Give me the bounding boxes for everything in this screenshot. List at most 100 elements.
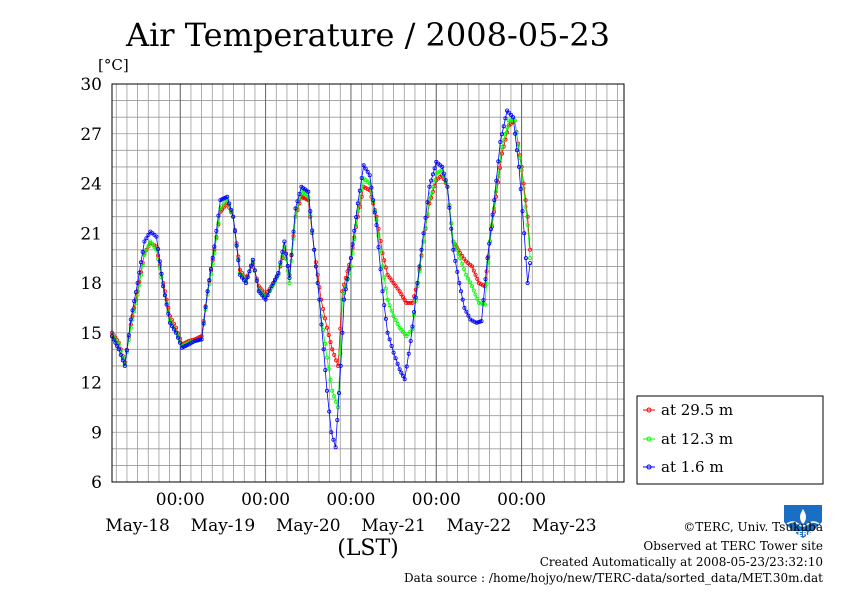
x-axis-ticks: 00:00 00:00 00:00 00:00 00:00 May-18 May-19 May…: [105, 490, 596, 536]
data-point-at-1-6-m: [124, 348, 129, 353]
data-point-at-1-6-m: [225, 194, 230, 199]
legend-label-29-5m: at 29.5 m: [661, 401, 733, 419]
data-point-at-1-6-m: [265, 293, 270, 298]
data-point-at-1-6-m: [415, 280, 420, 285]
data-point-at-29-5-m: [321, 306, 326, 311]
data-point-at-1-6-m: [472, 319, 477, 324]
data-point-at-1-6-m: [237, 272, 242, 277]
chart-title: Air Temperature / 2008-05-23: [125, 16, 610, 54]
x-tick-label: 00:00: [497, 490, 546, 510]
data-point-at-1-6-m: [116, 347, 121, 352]
data-point-at-1-6-m: [207, 278, 212, 283]
data-point-at-29-5-m: [475, 276, 480, 281]
data-point-at-1-6-m: [487, 241, 492, 246]
data-point-at-1-6-m: [289, 252, 294, 257]
data-point-at-1-6-m: [412, 309, 417, 314]
data-point-at-12-3-m: [385, 297, 390, 302]
data-point-at-29-5-m: [334, 358, 339, 363]
data-point-at-12-3-m: [328, 377, 333, 382]
data-point-at-1-6-m: [335, 418, 340, 423]
data-point-at-12-3-m: [284, 256, 289, 261]
data-point-at-12-3-m: [324, 355, 329, 360]
data-point-at-1-6-m: [490, 212, 495, 217]
y-tick-label: 9: [91, 423, 102, 443]
data-point-at-12-3-m: [216, 221, 221, 226]
data-point-at-1-6-m: [498, 139, 503, 144]
data-point-at-1-6-m: [291, 229, 296, 234]
data-point-at-1-6-m: [140, 249, 145, 254]
legend-label-1-6m: at 1.6 m: [661, 458, 724, 476]
data-point-at-12-3-m: [468, 280, 473, 285]
data-point-at-1-6-m: [132, 299, 137, 304]
data-point-at-1-6-m: [363, 166, 368, 171]
data-point-at-1-6-m: [352, 228, 357, 233]
data-point-at-1-6-m: [144, 236, 149, 241]
data-point-at-29-5-m: [408, 300, 413, 305]
data-point-at-12-3-m: [404, 334, 409, 339]
data-point-at-12-3-m: [374, 217, 379, 222]
data-point-at-1-6-m: [287, 275, 292, 280]
data-point-at-1-6-m: [391, 350, 396, 355]
data-point-at-12-3-m: [120, 355, 125, 360]
data-point-at-1-6-m: [128, 317, 133, 322]
x-axis-label: (LST): [337, 536, 399, 561]
data-point-at-12-3-m: [330, 388, 335, 393]
data-point-at-1-6-m: [267, 288, 272, 293]
data-point-at-12-3-m: [285, 268, 290, 273]
data-point-at-12-3-m: [478, 301, 483, 306]
footer-created: Created Automatically at 2008-05-23/23:3…: [540, 555, 823, 569]
data-point-at-12-3-m: [382, 275, 387, 280]
data-point-at-1-6-m: [175, 335, 180, 340]
data-point-at-12-3-m: [506, 118, 511, 123]
data-point-at-1-6-m: [317, 297, 322, 302]
data-point-at-1-6-m: [203, 305, 208, 310]
data-point-at-1-6-m: [523, 256, 528, 261]
data-point-at-1-6-m: [410, 324, 415, 329]
data-point-at-1-6-m: [154, 234, 159, 239]
data-point-at-12-3-m: [419, 254, 424, 259]
data-point-at-1-6-m: [419, 247, 424, 252]
y-tick-label: 18: [80, 274, 102, 294]
data-point-at-1-6-m: [447, 205, 452, 210]
data-point-at-1-6-m: [354, 215, 359, 220]
data-point-at-1-6-m: [425, 200, 430, 205]
data-point-at-12-3-m: [452, 243, 457, 248]
data-point-at-1-6-m: [457, 280, 462, 285]
data-point-at-1-6-m: [479, 319, 484, 324]
data-point-at-29-5-m: [470, 264, 475, 269]
data-point-at-12-3-m: [208, 271, 213, 276]
data-point-at-1-6-m: [173, 330, 178, 335]
data-point-at-1-6-m: [214, 228, 219, 233]
data-point-at-1-6-m: [177, 340, 182, 345]
data-point-at-12-3-m: [210, 261, 215, 266]
legend: at 29.5 m at 12.3 m at 1.6 m: [636, 395, 824, 485]
data-point-at-1-6-m: [252, 268, 257, 273]
data-point-at-12-3-m: [389, 308, 394, 313]
footer-source: Data source : /home/hojyo/new/TERC-data/…: [404, 571, 823, 585]
data-point-at-1-6-m: [451, 247, 456, 252]
data-point-at-12-3-m: [376, 233, 381, 238]
data-point-at-12-3-m: [128, 325, 133, 330]
data-point-at-12-3-m: [417, 269, 422, 274]
data-point-at-1-6-m: [156, 246, 161, 251]
data-point-at-1-6-m: [359, 175, 364, 180]
data-point-at-1-6-m: [466, 313, 471, 318]
data-point-at-12-3-m: [355, 209, 360, 214]
data-point-at-29-5-m: [528, 247, 533, 252]
data-point-at-12-3-m: [499, 144, 504, 149]
footer-observed: Observed at TERC Tower site: [643, 539, 823, 553]
x-tick-label: 00:00: [412, 490, 461, 510]
data-point-at-1-6-m: [383, 316, 388, 321]
data-point-at-1-6-m: [453, 258, 458, 263]
data-point-at-12-3-m: [491, 206, 496, 211]
data-point-at-29-5-m: [400, 295, 405, 300]
data-point-at-12-3-m: [214, 236, 219, 241]
data-point-at-12-3-m: [458, 256, 463, 261]
data-point-at-1-6-m: [271, 280, 276, 285]
data-point-at-1-6-m: [241, 278, 246, 283]
data-point-at-29-5-m: [332, 352, 337, 357]
data-point-at-1-6-m: [483, 277, 488, 282]
data-point-at-1-6-m: [159, 271, 164, 276]
data-point-at-12-3-m: [525, 222, 530, 227]
data-point-at-1-6-m: [355, 201, 360, 206]
